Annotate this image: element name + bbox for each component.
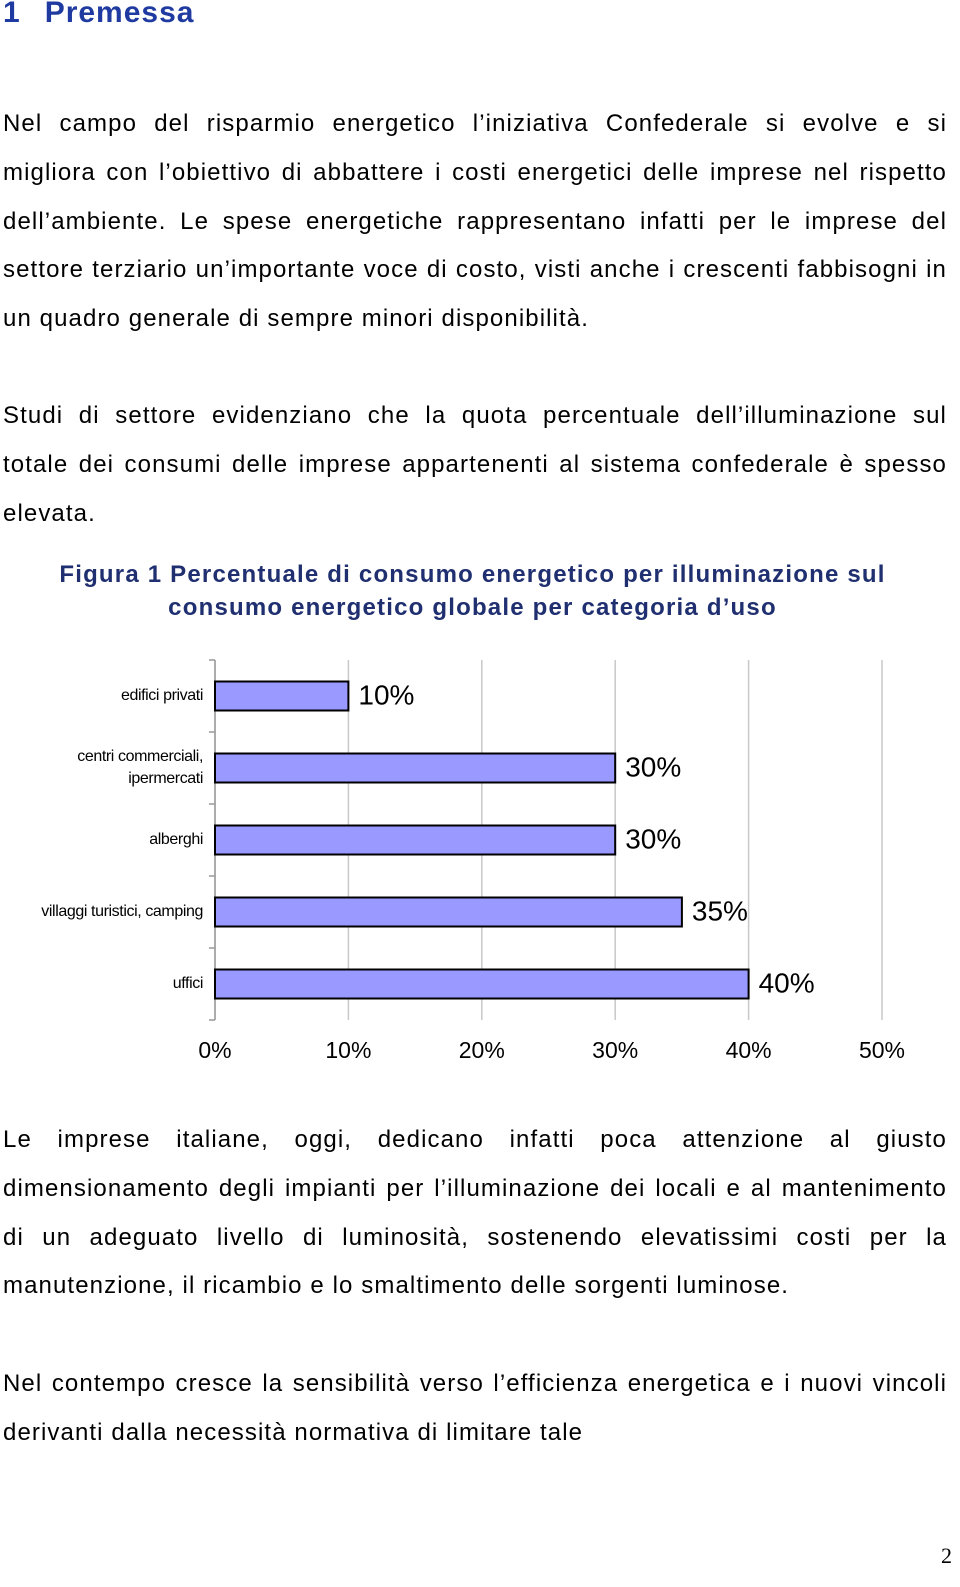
value-label: 10% xyxy=(358,679,414,710)
value-label: 35% xyxy=(692,895,748,926)
category-label-box: uffici xyxy=(172,975,203,992)
x-tick-label: 30% xyxy=(592,1037,638,1063)
figure-caption: Figura 1 Percentuale di consumo energeti… xyxy=(59,561,886,621)
category-label-box: edifici privati xyxy=(120,687,203,704)
heading-title: Premessa xyxy=(44,0,195,29)
value-label: 30% xyxy=(625,823,681,854)
value-label: 40% xyxy=(759,967,815,998)
bar xyxy=(214,752,617,784)
paragraph: Le imprese italiane, oggi, dedicano infa… xyxy=(3,1126,947,1300)
category-label-box: centri commerciali, ipermercati xyxy=(77,748,203,787)
category-label: edifici privati xyxy=(120,687,203,704)
x-tick-label: 40% xyxy=(726,1037,772,1063)
x-tick-label: 10% xyxy=(325,1037,371,1063)
category-label-box: alberghi xyxy=(149,831,203,848)
category-label: centri commerciali, ipermercati xyxy=(77,748,203,787)
chart: 0% 10% 20% 30% 40% 50% edifici privati 10% centr… xyxy=(41,659,905,1063)
category-label: alberghi xyxy=(149,831,203,848)
bar xyxy=(214,824,617,856)
x-tick-label: 50% xyxy=(859,1037,905,1063)
category-label-box: villaggi turistici, camping xyxy=(41,903,203,920)
paragraph: Nel contempo cresce la sensibilità verso… xyxy=(3,1370,947,1446)
bar xyxy=(214,968,750,1000)
x-tick-label: 0% xyxy=(198,1037,231,1063)
page-number: 2 xyxy=(941,1543,952,1568)
paragraph: Studi di settore evidenziano che la quot… xyxy=(3,402,947,527)
category-label: villaggi turistici, camping xyxy=(41,903,203,920)
x-tick-label: 20% xyxy=(459,1037,505,1063)
category-label: uffici xyxy=(172,975,203,992)
heading-number: 1 xyxy=(3,0,21,29)
paragraph: Nel campo del risparmio energetico l’ini… xyxy=(3,110,947,333)
section-heading: 1 Premessa xyxy=(3,0,218,30)
value-label: 30% xyxy=(625,751,681,782)
bar xyxy=(214,896,683,928)
bar xyxy=(214,680,350,712)
